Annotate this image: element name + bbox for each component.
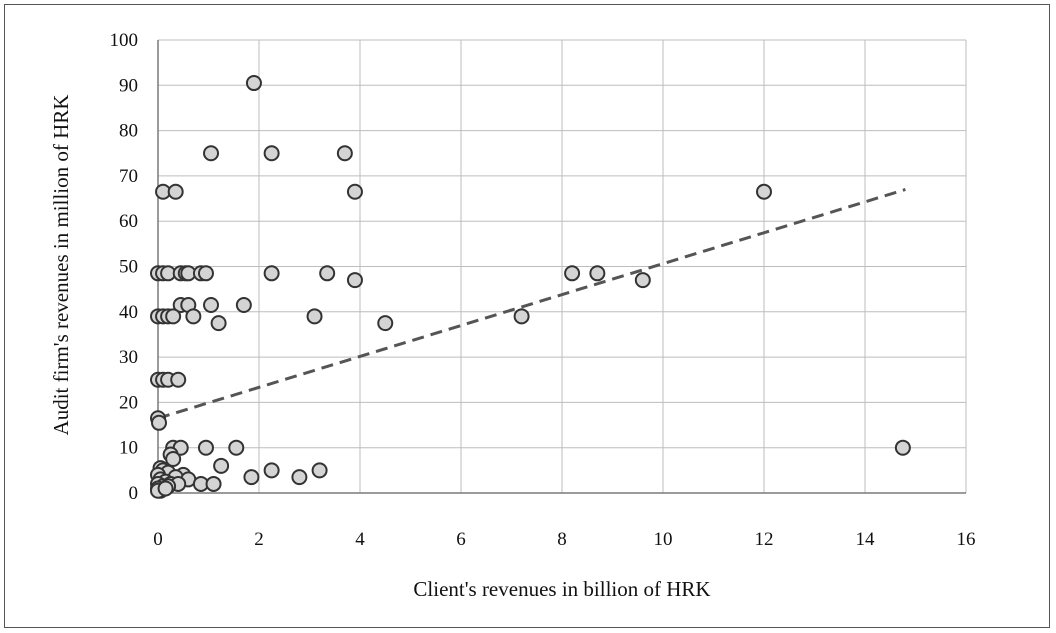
data-point — [228, 439, 245, 456]
y-tick-label: 100 — [110, 30, 139, 51]
grid-lines — [157, 39, 967, 494]
data-point — [165, 451, 182, 468]
data-point — [263, 145, 280, 162]
trendline — [157, 188, 906, 420]
x-tick-labels: 0 2 4 6 8 10 12 14 16 — [153, 529, 975, 550]
data-point — [167, 183, 184, 200]
y-tick-label: 30 — [119, 347, 138, 368]
data-point — [377, 315, 394, 332]
data-point — [346, 183, 363, 200]
data-point — [319, 265, 336, 282]
data-point — [197, 265, 214, 282]
y-tick-labels: 0 10 20 30 40 50 60 70 80 90 100 — [110, 30, 139, 504]
x-tick-label: 12 — [755, 529, 774, 550]
y-tick-label: 40 — [119, 302, 138, 323]
data-point — [291, 469, 308, 486]
y-tick-label: 20 — [119, 392, 138, 413]
data-point — [210, 315, 227, 332]
y-axis-label: Audit firm's revenues in million of HRK — [49, 95, 73, 436]
data-point — [263, 265, 280, 282]
data-point — [170, 371, 187, 388]
x-tick-label: 6 — [456, 529, 466, 550]
data-points — [150, 75, 911, 499]
x-tick-label: 2 — [254, 529, 264, 550]
y-tick-label: 90 — [119, 75, 138, 96]
y-tick-label: 50 — [119, 257, 138, 278]
y-tick-label: 80 — [119, 121, 138, 142]
data-point — [243, 469, 260, 486]
data-point — [197, 439, 214, 456]
data-point — [589, 265, 606, 282]
x-tick-label: 14 — [856, 529, 876, 550]
data-point — [245, 75, 262, 92]
data-point — [203, 145, 220, 162]
x-axis-label: Client's revenues in billion of HRK — [413, 577, 710, 601]
data-point — [205, 475, 222, 492]
data-point — [894, 439, 911, 456]
data-point — [151, 414, 168, 431]
data-point — [263, 462, 280, 479]
x-tick-label: 8 — [557, 529, 567, 550]
data-point — [165, 308, 182, 325]
data-point — [311, 462, 328, 479]
x-tick-label: 0 — [153, 529, 163, 550]
data-point — [513, 308, 530, 325]
data-point — [235, 297, 252, 314]
data-point — [157, 480, 174, 497]
x-tick-label: 16 — [957, 529, 976, 550]
y-tick-label: 10 — [119, 438, 138, 459]
data-point — [185, 308, 202, 325]
data-point — [336, 145, 353, 162]
data-point — [634, 272, 651, 289]
y-tick-label: 60 — [119, 211, 138, 232]
data-point — [213, 457, 230, 474]
y-tick-label: 0 — [129, 483, 139, 504]
x-tick-label: 10 — [654, 529, 673, 550]
x-tick-label: 4 — [355, 529, 365, 550]
trendline-group — [157, 188, 906, 420]
data-point — [756, 183, 772, 200]
data-point — [203, 297, 220, 314]
data-point — [306, 308, 323, 325]
data-point — [346, 272, 363, 289]
data-point — [564, 265, 581, 282]
y-tick-label: 70 — [119, 166, 138, 187]
